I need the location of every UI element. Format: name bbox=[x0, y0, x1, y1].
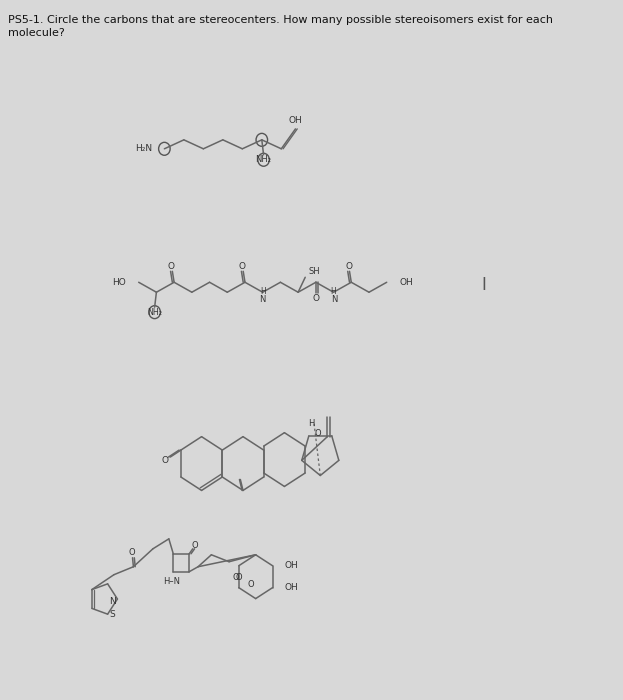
Text: O: O bbox=[345, 262, 352, 271]
Text: O: O bbox=[233, 573, 239, 582]
Text: SH: SH bbox=[309, 267, 320, 276]
Text: OH: OH bbox=[285, 561, 298, 570]
Text: O: O bbox=[315, 429, 321, 438]
Text: H: H bbox=[308, 419, 315, 428]
Text: H–N: H–N bbox=[163, 578, 180, 586]
Text: OH: OH bbox=[399, 278, 413, 287]
Text: molecule?: molecule? bbox=[9, 28, 65, 38]
Text: O: O bbox=[235, 573, 242, 582]
Text: I: I bbox=[482, 276, 487, 294]
Text: S: S bbox=[109, 610, 115, 619]
Text: O: O bbox=[168, 262, 175, 271]
Text: O: O bbox=[239, 262, 246, 271]
Text: O: O bbox=[128, 548, 135, 557]
Text: N: N bbox=[110, 598, 117, 606]
Text: OH: OH bbox=[288, 116, 302, 125]
Text: NH₂: NH₂ bbox=[255, 155, 272, 164]
Text: N: N bbox=[260, 295, 266, 304]
Text: O: O bbox=[312, 294, 320, 302]
Text: HO: HO bbox=[113, 278, 126, 287]
Text: N: N bbox=[331, 295, 338, 304]
Text: OH: OH bbox=[285, 583, 298, 592]
Text: H₂N: H₂N bbox=[135, 144, 152, 153]
Text: PS5-1. Circle the carbons that are stereocenters. How many possible stereoisomer: PS5-1. Circle the carbons that are stere… bbox=[9, 15, 553, 25]
Text: O: O bbox=[248, 580, 255, 589]
Text: NH₂: NH₂ bbox=[147, 308, 162, 316]
Text: H: H bbox=[260, 287, 265, 295]
Text: O: O bbox=[191, 541, 198, 550]
Text: H: H bbox=[331, 287, 336, 295]
Text: O: O bbox=[161, 456, 168, 465]
